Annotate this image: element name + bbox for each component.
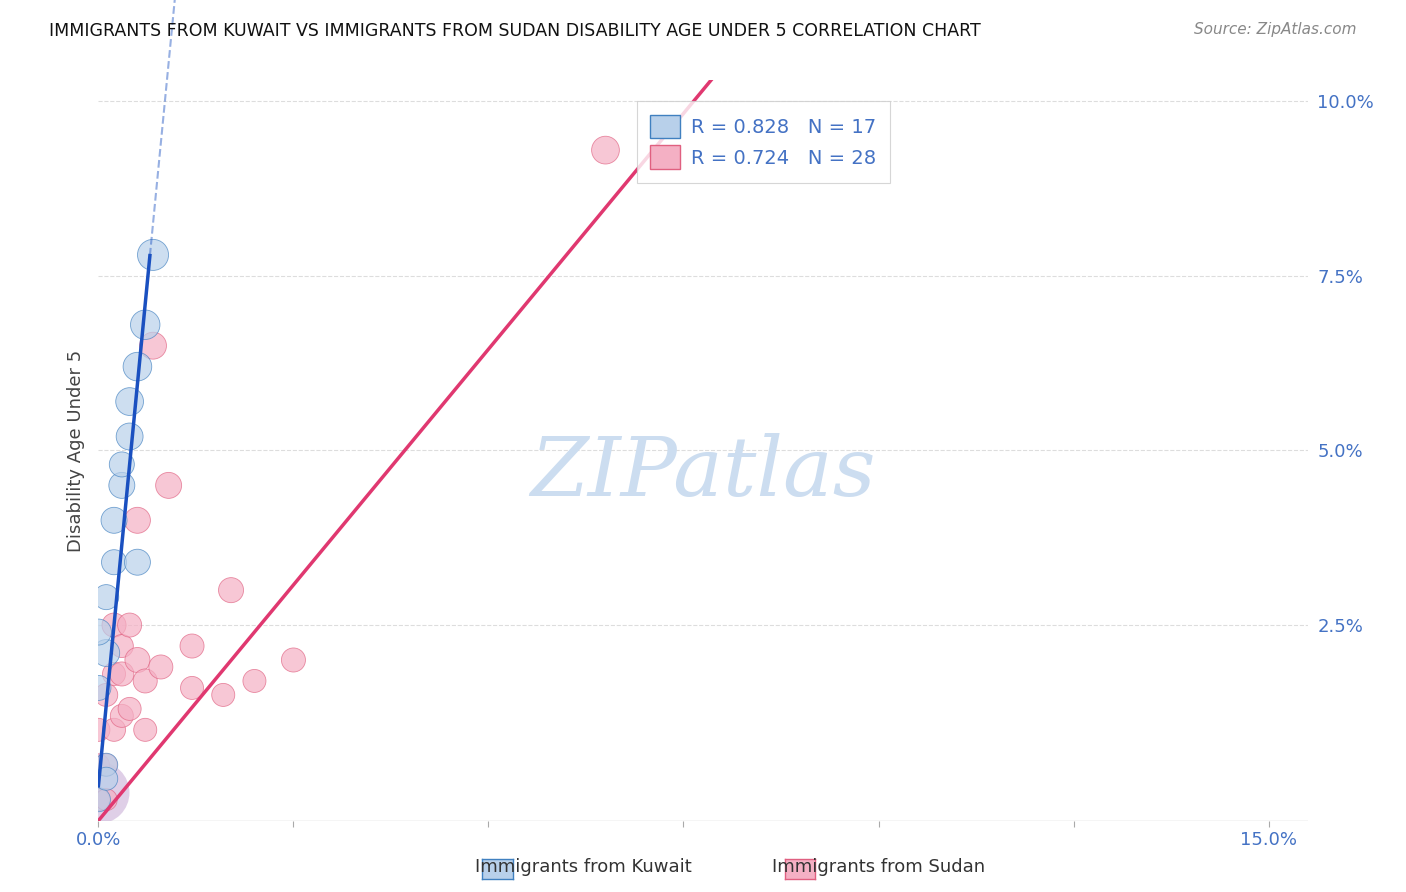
Point [96, 757, 118, 772]
Point [87, 793, 110, 807]
Text: Immigrants from Sudan: Immigrants from Sudan [772, 858, 986, 876]
Point [103, 618, 125, 632]
Point [118, 702, 141, 716]
Legend: R = 0.828   N = 17, R = 0.724   N = 28: R = 0.828 N = 17, R = 0.724 N = 28 [637, 101, 890, 183]
Point [127, 513, 149, 527]
Point [149, 660, 172, 674]
Point [111, 667, 134, 681]
Point [134, 318, 156, 332]
Point [103, 667, 125, 681]
Text: ZIPatlas: ZIPatlas [530, 433, 876, 513]
Point [96, 793, 118, 807]
Point [118, 394, 141, 409]
Point [96, 646, 118, 660]
Text: IMMIGRANTS FROM KUWAIT VS IMMIGRANTS FROM SUDAN DISABILITY AGE UNDER 5 CORRELATI: IMMIGRANTS FROM KUWAIT VS IMMIGRANTS FRO… [49, 22, 981, 40]
Point [111, 478, 134, 492]
Point [134, 723, 156, 737]
Y-axis label: Disability Age Under 5: Disability Age Under 5 [66, 350, 84, 551]
Point [283, 653, 305, 667]
Point [142, 339, 165, 353]
Point [243, 673, 266, 688]
Point [118, 429, 141, 443]
Point [212, 688, 235, 702]
Point [96, 772, 118, 786]
Point [118, 618, 141, 632]
Point [134, 673, 156, 688]
Point [157, 478, 180, 492]
Point [142, 248, 165, 262]
Point [595, 143, 617, 157]
Point [111, 709, 134, 723]
Point [103, 723, 125, 737]
Point [96, 688, 118, 702]
Point [103, 555, 125, 569]
Point [87, 681, 110, 695]
Point [87, 786, 110, 800]
Point [111, 458, 134, 472]
Point [96, 590, 118, 604]
Point [127, 653, 149, 667]
Point [219, 583, 242, 598]
Point [127, 359, 149, 374]
Point [103, 513, 125, 527]
Point [181, 639, 204, 653]
Point [87, 793, 110, 807]
Point [111, 639, 134, 653]
Point [181, 681, 204, 695]
Point [87, 723, 110, 737]
Text: Immigrants from Kuwait: Immigrants from Kuwait [475, 858, 692, 876]
Point [87, 625, 110, 640]
Text: Source: ZipAtlas.com: Source: ZipAtlas.com [1194, 22, 1357, 37]
Point [127, 555, 149, 569]
Point [96, 757, 118, 772]
Point [87, 757, 110, 772]
